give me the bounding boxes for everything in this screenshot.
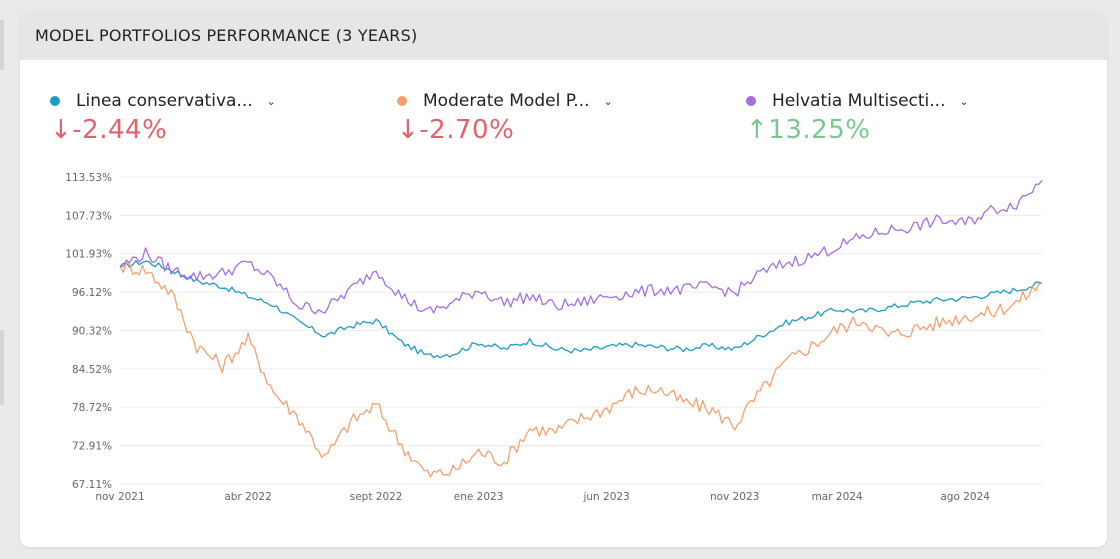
portfolio-name: Linea conservativa... bbox=[76, 91, 253, 111]
portfolio-name: Moderate Model P... bbox=[423, 91, 590, 111]
y-tick-label: 78.72% bbox=[72, 402, 112, 414]
y-tick-label: 96.12% bbox=[72, 287, 112, 299]
change-value: -2.70% bbox=[419, 115, 515, 145]
portfolio-selector-2[interactable]: Moderate Model P... ⌄ ↓-2.70% bbox=[397, 90, 613, 145]
x-tick-label: nov 2023 bbox=[710, 491, 759, 503]
background-edge-tab bbox=[0, 20, 4, 70]
portfolio-dropdown[interactable]: Linea conservativa... ⌄ bbox=[50, 90, 276, 112]
card-title: MODEL PORTFOLIOS PERFORMANCE (3 YEARS) bbox=[35, 25, 418, 45]
y-tick-label: 72.91% bbox=[72, 441, 112, 453]
y-tick-label: 101.93% bbox=[65, 249, 112, 261]
portfolio-name: Helvatia Multisecti... bbox=[772, 91, 946, 111]
arrow-down-icon: ↓ bbox=[50, 115, 73, 145]
y-tick-label: 84.52% bbox=[72, 364, 112, 376]
x-tick-label: mar 2024 bbox=[812, 491, 863, 503]
portfolio-dropdown[interactable]: Helvatia Multisecti... ⌄ bbox=[746, 90, 969, 112]
x-tick-label: ago 2024 bbox=[940, 491, 990, 503]
portfolio-change: ↓-2.70% bbox=[397, 115, 613, 145]
change-value: 13.25% bbox=[768, 115, 871, 145]
y-tick-label: 107.73% bbox=[65, 210, 112, 222]
portfolio-selector-1[interactable]: Linea conservativa... ⌄ ↓-2.44% bbox=[50, 90, 276, 145]
x-tick-label: sept 2022 bbox=[350, 491, 403, 503]
y-tick-label: 67.11% bbox=[72, 479, 112, 491]
chevron-down-icon[interactable]: ⌄ bbox=[266, 94, 276, 108]
y-tick-label: 113.53% bbox=[65, 172, 112, 184]
performance-card: MODEL PORTFOLIOS PERFORMANCE (3 YEARS) L… bbox=[20, 10, 1107, 547]
x-tick-label: jun 2023 bbox=[582, 491, 629, 503]
change-value: -2.44% bbox=[72, 115, 168, 145]
series-line bbox=[119, 260, 1043, 359]
y-tick-label: 90.32% bbox=[72, 326, 112, 338]
series-color-dot bbox=[397, 96, 407, 106]
background-edge-tab bbox=[0, 330, 4, 405]
portfolio-change: ↑13.25% bbox=[746, 115, 969, 145]
portfolio-change: ↓-2.44% bbox=[50, 115, 276, 145]
x-tick-label: ene 2023 bbox=[454, 491, 504, 503]
arrow-down-icon: ↓ bbox=[397, 115, 420, 145]
series-line bbox=[120, 180, 1043, 315]
series-color-dot bbox=[50, 96, 60, 106]
x-tick-label: nov 2021 bbox=[95, 491, 144, 503]
series-color-dot bbox=[746, 96, 756, 106]
series-line bbox=[119, 261, 1043, 478]
x-tick-label: abr 2022 bbox=[224, 491, 271, 503]
portfolio-selector-3[interactable]: Helvatia Multisecti... ⌄ ↑13.25% bbox=[746, 90, 969, 145]
chevron-down-icon[interactable]: ⌄ bbox=[603, 94, 613, 108]
card-header: MODEL PORTFOLIOS PERFORMANCE (3 YEARS) bbox=[20, 10, 1107, 60]
chevron-down-icon[interactable]: ⌄ bbox=[959, 94, 969, 108]
portfolio-selectors: Linea conservativa... ⌄ ↓-2.44% Moderate… bbox=[20, 90, 1107, 150]
portfolio-dropdown[interactable]: Moderate Model P... ⌄ bbox=[397, 90, 613, 112]
arrow-up-icon: ↑ bbox=[746, 115, 769, 145]
